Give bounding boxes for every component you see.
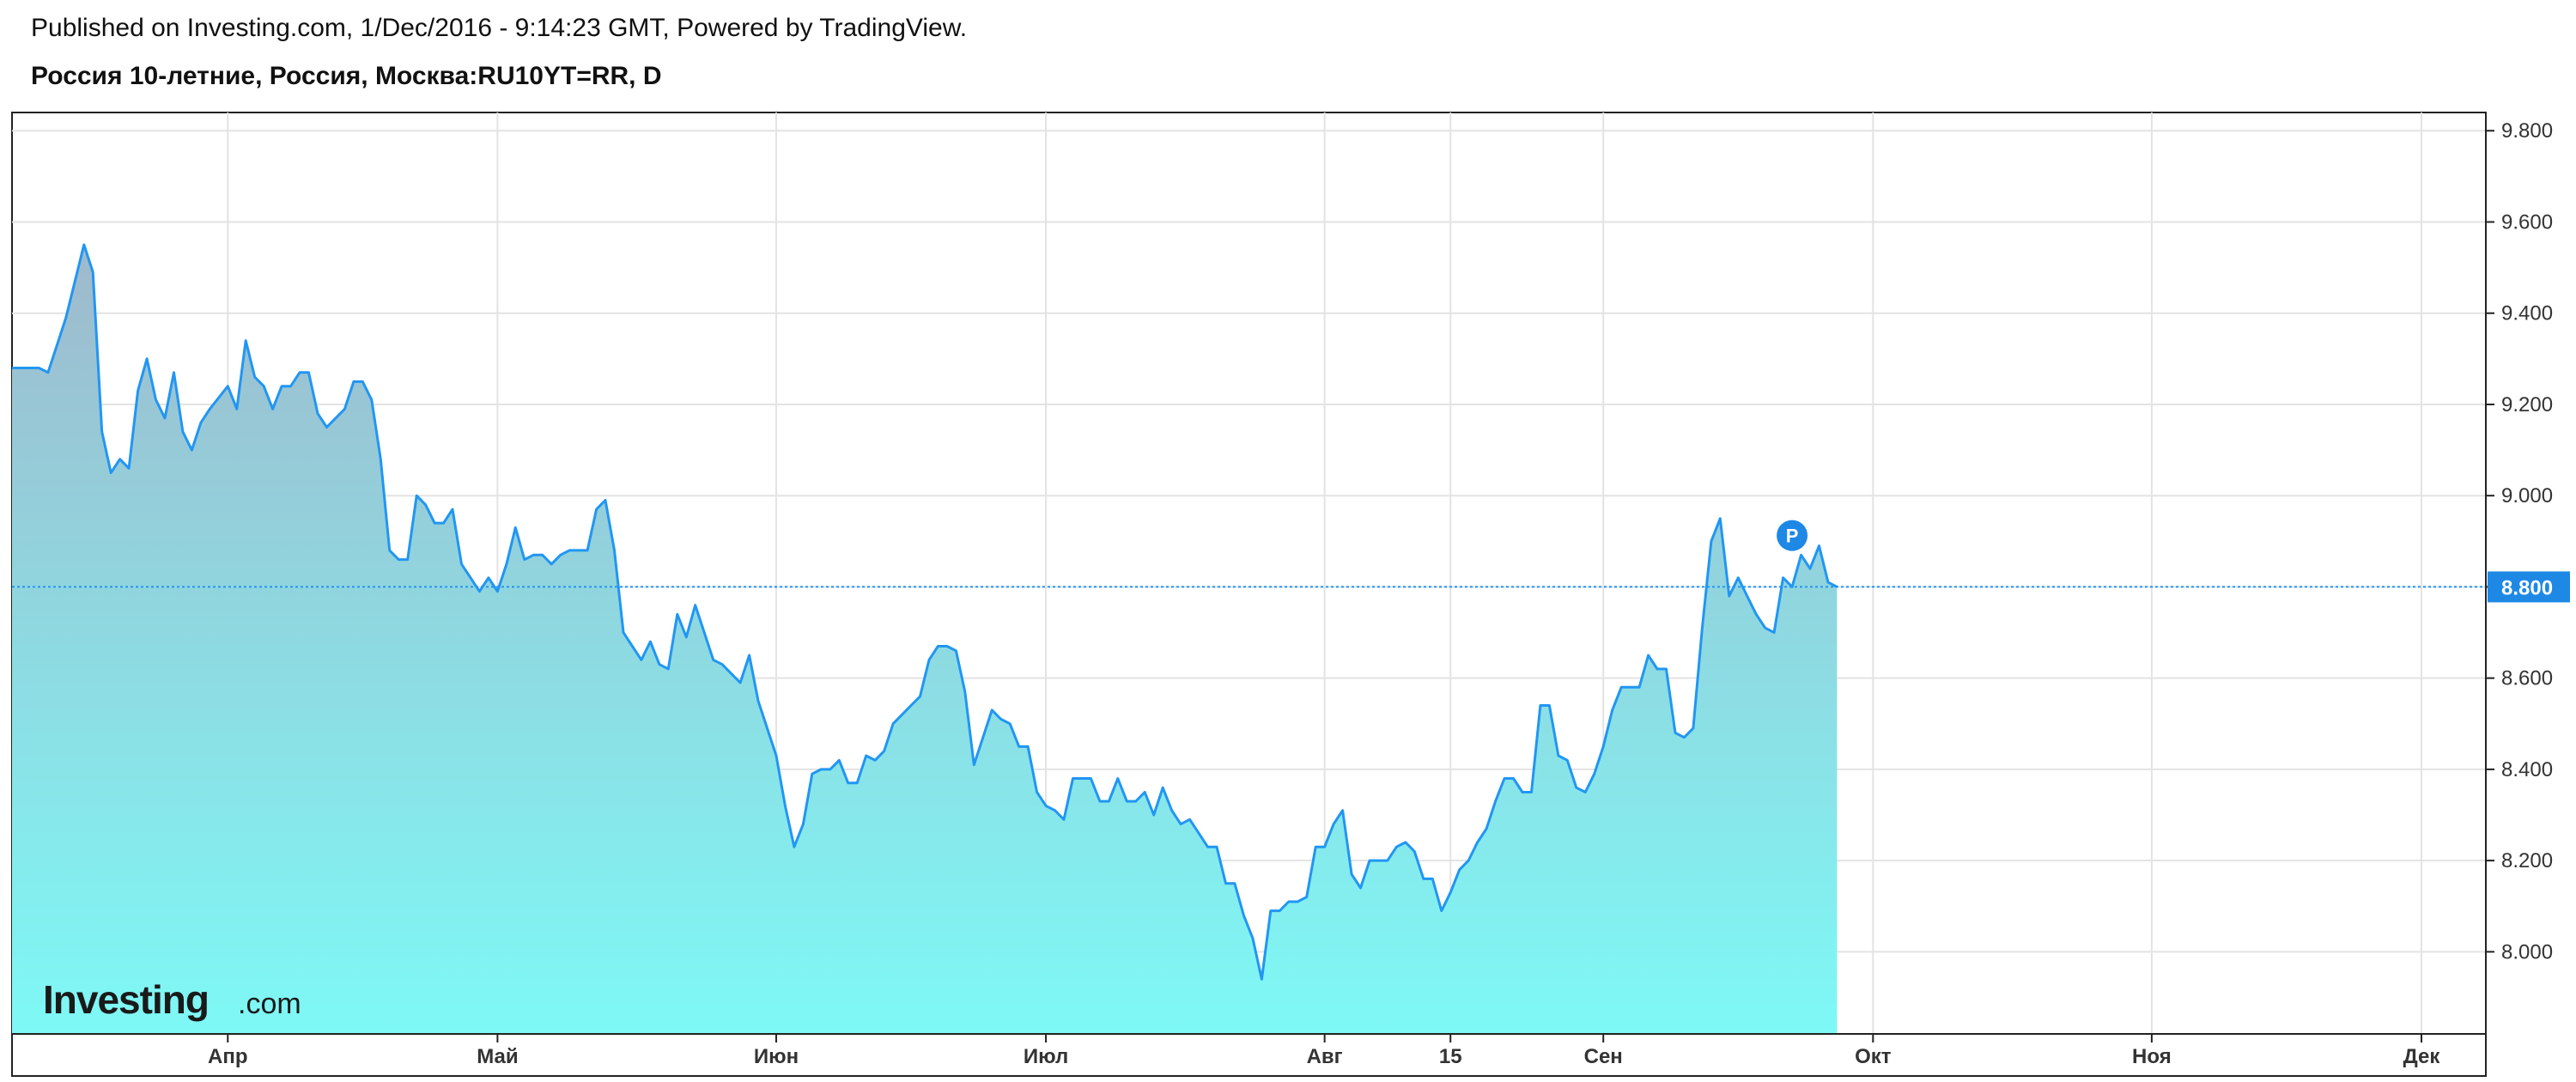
last-price-label: 8.800: [2501, 576, 2553, 599]
x-tick-label: 15: [1439, 1045, 1462, 1068]
y-tick-label: 9.000: [2501, 484, 2553, 508]
chart-title: Россия 10-летние, Россия, Москва:RU10YT=…: [31, 62, 662, 90]
x-tick-label: Авг: [1307, 1045, 1343, 1068]
x-tick-label: Июл: [1024, 1045, 1068, 1068]
y-tick-label: 8.200: [2501, 849, 2553, 872]
investing-logo: Investing .com: [43, 977, 301, 1022]
x-tick-label: Ноя: [2132, 1045, 2172, 1068]
series-line: [12, 243, 1838, 981]
x-tick-label: Май: [477, 1045, 518, 1068]
y-tick-label: 9.200: [2501, 393, 2553, 416]
logo-suffix-text: .com: [238, 988, 301, 1020]
series-area-fill: [12, 245, 1838, 1034]
y-tick-label: 9.600: [2501, 210, 2553, 234]
x-tick-label: Дек: [2403, 1045, 2441, 1068]
y-tick-label: 9.800: [2501, 119, 2553, 143]
logo-main-text: Investing: [43, 977, 209, 1022]
y-tick-label: 8.600: [2501, 667, 2553, 690]
event-marker: [1777, 520, 1808, 551]
last-price-badge: [2488, 571, 2570, 603]
y-tick-label: 8.400: [2501, 758, 2553, 781]
event-marker-label: P: [1786, 526, 1799, 547]
x-tick-label: Июн: [754, 1045, 799, 1068]
y-tick-label: 8.000: [2501, 940, 2553, 963]
published-note: Published on Investing.com, 1/Dec/2016 -…: [31, 14, 968, 42]
y-tick-label: 9.400: [2501, 302, 2553, 325]
x-tick-label: Сен: [1584, 1045, 1623, 1068]
x-tick-label: Окт: [1855, 1045, 1892, 1068]
x-tick-label: Апр: [208, 1045, 248, 1068]
